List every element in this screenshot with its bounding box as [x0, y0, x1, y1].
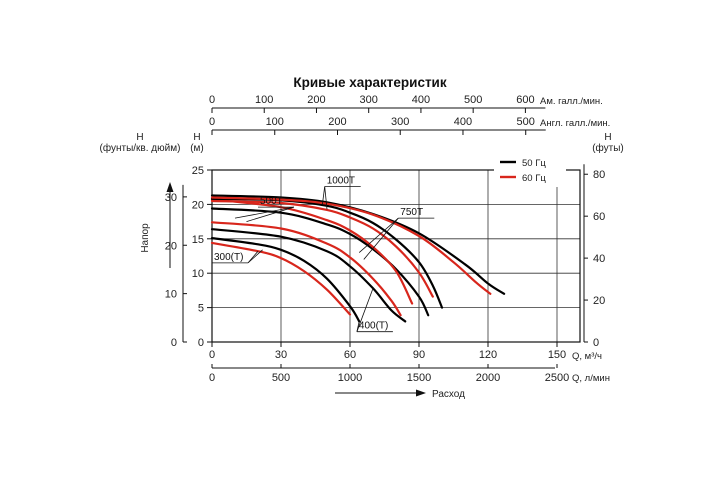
lpm-tick-label: 2500: [545, 372, 569, 384]
curve-500t-50hz: [210, 207, 430, 317]
x-tick-label: 30: [275, 349, 287, 361]
curve-1000t-60hz: [210, 196, 492, 295]
annotation-300t-leader: [247, 249, 263, 264]
us-gpm-axis-tick-label: 400: [412, 94, 430, 106]
ft-axis-label-unit: (футы): [592, 142, 624, 154]
annotation-400t-label: 400(T): [359, 321, 388, 332]
us-gpm-axis-tick-label: 100: [255, 94, 273, 106]
annotation-1000t-label: 1000T: [327, 176, 355, 187]
m-axis-label: Н: [193, 132, 200, 143]
annotation-400t-leader: [356, 321, 360, 332]
uk-gpm-axis-tick-label: 400: [454, 116, 472, 128]
curve-750t-60hz: [210, 199, 434, 298]
x-tick-label: 90: [413, 349, 425, 361]
annotation-750t-leader: [363, 217, 399, 260]
annotation-1000t-leader: [324, 186, 328, 210]
x-tick-label: 150: [548, 349, 566, 361]
legend-box: [494, 153, 566, 187]
ft-axis-label: Н: [604, 132, 611, 143]
y-tick-label: 0: [198, 337, 204, 349]
y-axis-title: Напор: [140, 223, 151, 253]
us-gpm-axis-tick-label: 600: [516, 94, 534, 106]
annotation-500t-leader: [246, 206, 295, 222]
us-gpm-axis-tick-label: 500: [464, 94, 482, 106]
annotation-300t-leader: [247, 250, 259, 264]
annotation-750t-leader: [358, 217, 399, 253]
x-axis-title: Расход: [432, 389, 465, 400]
x-tick-label: 60: [344, 349, 356, 361]
x-tick-label: 0: [209, 349, 215, 361]
y-tick-label: 20: [192, 199, 204, 211]
lpm-tick-label: 1500: [407, 372, 431, 384]
us-gpm-axis-tick-label: 0: [209, 94, 215, 106]
curve-400t-60hz: [210, 221, 402, 317]
y-tick-label: 10: [192, 268, 204, 280]
uk-gpm-axis-tick-label: 200: [328, 116, 346, 128]
psi-axis-label-unit: (фунты/кв. дюйм): [100, 142, 181, 154]
psi-tick-label: 30: [165, 192, 177, 204]
psi-tick-label: 10: [165, 289, 177, 301]
lpm-tick-label: 0: [209, 372, 215, 384]
psi-axis-label: Н: [136, 132, 143, 143]
us-gpm-axis-unit-label: Ам. галл./мин.: [540, 96, 603, 107]
ft-tick-label: 0: [593, 337, 599, 349]
curve-300t-60hz: [210, 241, 352, 316]
psi-tick-label: 0: [171, 337, 177, 349]
plot-frame: [211, 169, 581, 343]
lpm-tick-label: 1000: [338, 372, 362, 384]
y-tick-label: 15: [192, 234, 204, 246]
ft-tick-label: 20: [593, 295, 605, 307]
annotation-500t-leader: [234, 206, 295, 219]
m-axis-label-unit: (м): [190, 143, 204, 154]
annotation-1000t-leader: [322, 186, 326, 205]
annotation-400t-leader: [356, 288, 374, 332]
uk-gpm-axis-tick-label: 0: [209, 116, 215, 128]
lpm-tick-label: 500: [272, 372, 290, 384]
curve-300t-50hz: [210, 237, 361, 323]
uk-gpm-axis-tick-label: 100: [266, 116, 284, 128]
lpm-tick-label: 2000: [476, 372, 500, 384]
psi-tick-label: 20: [165, 240, 177, 252]
annotation-300t-label: 300(T): [214, 252, 243, 263]
y-tick-label: 5: [198, 303, 204, 315]
us-gpm-axis-tick-label: 300: [360, 94, 378, 106]
curve-1000t-50hz: [210, 194, 506, 295]
lpm-unit-label: Q, л/мин: [572, 373, 610, 384]
ft-tick-label: 60: [593, 211, 605, 223]
legend-label-50hz: 50 Гц: [522, 158, 546, 169]
flow-arrowhead: [416, 389, 426, 397]
head-arrowhead: [166, 182, 174, 192]
uk-gpm-axis-tick-label: 500: [517, 116, 535, 128]
x-unit-label: Q, м³/ч: [572, 351, 602, 362]
curve-400t-50hz: [210, 228, 407, 323]
uk-gpm-axis-unit-label: Англ. галл./мин.: [540, 118, 610, 129]
chart-title: Кривые характеристик: [293, 75, 446, 90]
annotation-500t-label: 500T: [260, 196, 283, 207]
y-tick-label: 25: [192, 165, 204, 177]
ft-tick-label: 40: [593, 253, 605, 265]
legend-label-60hz: 60 Гц: [522, 173, 546, 184]
annotation-750t-label: 750T: [400, 207, 423, 218]
ft-tick-label: 80: [593, 169, 605, 181]
x-tick-label: 120: [479, 349, 497, 361]
uk-gpm-axis-tick-label: 300: [391, 116, 409, 128]
us-gpm-axis-tick-label: 200: [307, 94, 325, 106]
